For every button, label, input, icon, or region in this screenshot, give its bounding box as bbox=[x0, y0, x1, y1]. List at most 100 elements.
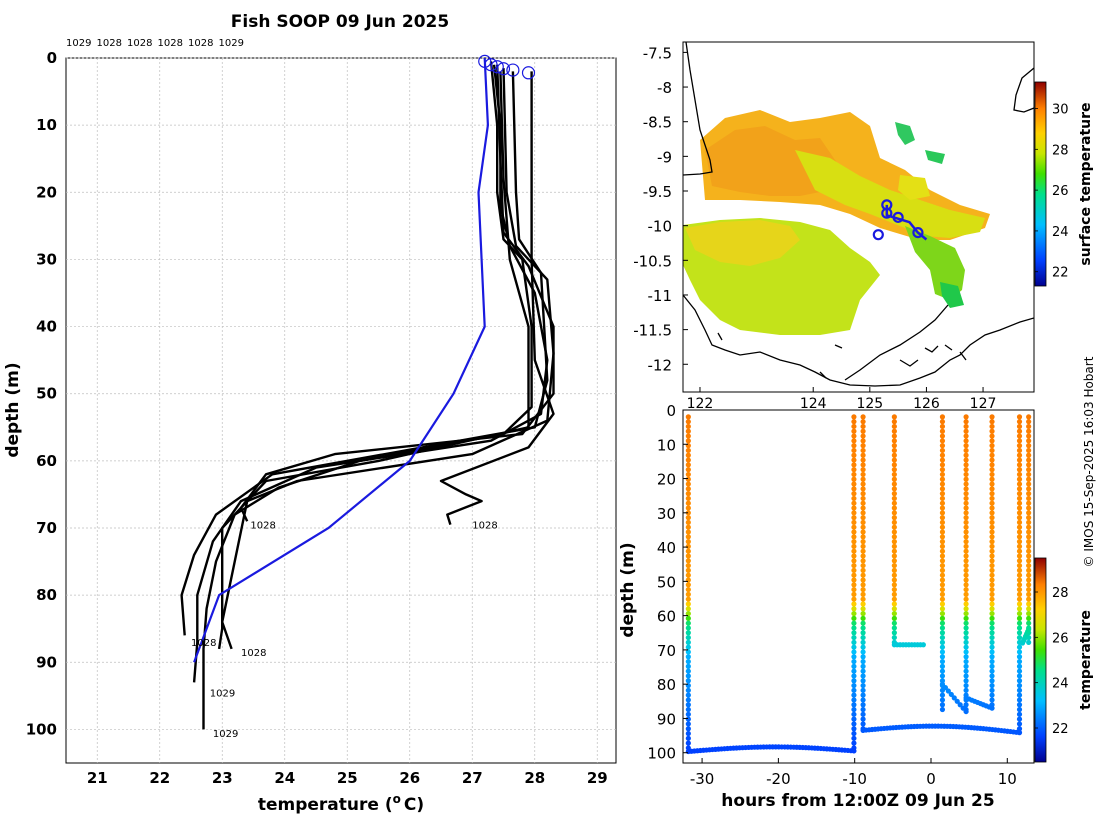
cast-point bbox=[989, 539, 995, 545]
cast-point bbox=[860, 639, 866, 645]
cast-point bbox=[851, 706, 857, 713]
cast-point bbox=[891, 630, 897, 636]
cast-point bbox=[939, 649, 946, 655]
cast-point bbox=[851, 687, 857, 693]
cast-point bbox=[1016, 697, 1023, 703]
cast-point bbox=[963, 505, 969, 511]
cast-point bbox=[1016, 654, 1023, 660]
cast-point bbox=[1016, 476, 1023, 482]
cast-point bbox=[891, 500, 897, 506]
cast-point bbox=[685, 567, 691, 573]
cast-point bbox=[685, 711, 691, 717]
cast-point bbox=[939, 658, 946, 665]
cast-point bbox=[989, 644, 995, 650]
cast bbox=[851, 414, 857, 751]
cast-point bbox=[1026, 567, 1032, 573]
cast-point bbox=[851, 673, 857, 679]
cast-point bbox=[860, 644, 866, 650]
section-y-tick-label: 90 bbox=[657, 710, 676, 728]
cast-point bbox=[891, 567, 897, 573]
cast-point bbox=[939, 433, 946, 439]
cast-point bbox=[989, 447, 995, 454]
cast-point bbox=[963, 471, 969, 478]
sst-region-north-cool2 bbox=[925, 150, 945, 164]
profile-ylabel: depth (m) bbox=[3, 362, 23, 457]
cast-point bbox=[1026, 529, 1032, 535]
coastline-australia bbox=[683, 294, 1034, 387]
sst-region-east-green bbox=[905, 226, 965, 300]
cast-point bbox=[860, 534, 866, 540]
cast-point bbox=[860, 582, 866, 588]
end-label: 1029 bbox=[213, 729, 238, 740]
cast-point bbox=[989, 519, 995, 526]
cast-point bbox=[891, 505, 897, 511]
cast-point bbox=[1026, 467, 1032, 473]
cast-point bbox=[685, 735, 691, 741]
tow-point bbox=[954, 698, 960, 704]
cast-point bbox=[939, 702, 946, 708]
cast-point bbox=[685, 467, 691, 473]
section-colorbar bbox=[1034, 557, 1047, 763]
ship-track bbox=[872, 199, 928, 241]
cast-point bbox=[851, 615, 857, 621]
cast-point bbox=[851, 668, 857, 674]
cast-point bbox=[860, 519, 866, 526]
cast-point bbox=[851, 562, 857, 569]
cast-point bbox=[1026, 505, 1032, 511]
cast-point bbox=[891, 572, 897, 578]
cast-point bbox=[963, 524, 969, 530]
cast-point bbox=[1016, 634, 1023, 641]
coastline-north-east bbox=[1013, 67, 1034, 113]
cast-point bbox=[685, 730, 691, 737]
cast-point bbox=[860, 414, 866, 420]
cast-point bbox=[989, 452, 995, 458]
cast-point bbox=[860, 452, 866, 458]
cast-point bbox=[851, 634, 857, 641]
cast-point bbox=[860, 457, 866, 463]
top-label: 1028 bbox=[158, 38, 183, 49]
cast-point bbox=[685, 539, 691, 545]
start-circles bbox=[478, 54, 536, 80]
cast-point bbox=[989, 572, 995, 578]
cast-point bbox=[1026, 548, 1032, 554]
cast-point bbox=[1026, 519, 1032, 526]
cast-point bbox=[860, 529, 866, 535]
cast-point bbox=[963, 586, 969, 593]
section-colorbar-ticks: 22 24 26 28 bbox=[1035, 586, 1069, 737]
cast-point bbox=[989, 615, 995, 621]
cast-point bbox=[1026, 582, 1032, 588]
cast-point bbox=[1026, 539, 1032, 545]
cast-point bbox=[1016, 649, 1023, 655]
cast-point bbox=[891, 462, 897, 468]
cast-point bbox=[685, 586, 691, 593]
cast-point bbox=[1016, 644, 1023, 650]
cast-point bbox=[891, 467, 897, 473]
cast-point bbox=[1026, 558, 1032, 564]
cast-point bbox=[860, 447, 866, 454]
credit-text: © IMOS 15-Sep-2025 16:03 Hobart bbox=[1082, 356, 1096, 567]
start-circle bbox=[496, 62, 511, 76]
section-y-tick-label: 60 bbox=[657, 608, 676, 626]
x-tick-label: 22 bbox=[149, 769, 170, 787]
cast-point bbox=[989, 548, 995, 554]
profile-chart: 21 22 23 24 25 26 27 28 29 0 10 20 30 40 50 60 70 80 90 100… bbox=[3, 38, 617, 815]
cast-point bbox=[1026, 515, 1032, 521]
cast-point bbox=[891, 438, 897, 444]
cast-point bbox=[851, 428, 857, 434]
cast-point bbox=[1016, 673, 1023, 679]
cast-point bbox=[939, 620, 946, 626]
cast-point bbox=[1026, 524, 1032, 530]
cast-point bbox=[939, 591, 946, 597]
cast-point bbox=[1026, 419, 1032, 425]
cast-point bbox=[860, 510, 866, 516]
cast-point bbox=[1016, 682, 1023, 689]
cast-point bbox=[989, 414, 995, 420]
cast-point bbox=[891, 491, 897, 497]
cast-point bbox=[989, 481, 995, 487]
cast-point bbox=[963, 654, 969, 660]
cast-point bbox=[963, 562, 969, 569]
cast-point bbox=[860, 606, 866, 612]
cast-point bbox=[963, 543, 969, 550]
cast-point bbox=[851, 500, 857, 506]
cast-point bbox=[989, 658, 995, 665]
